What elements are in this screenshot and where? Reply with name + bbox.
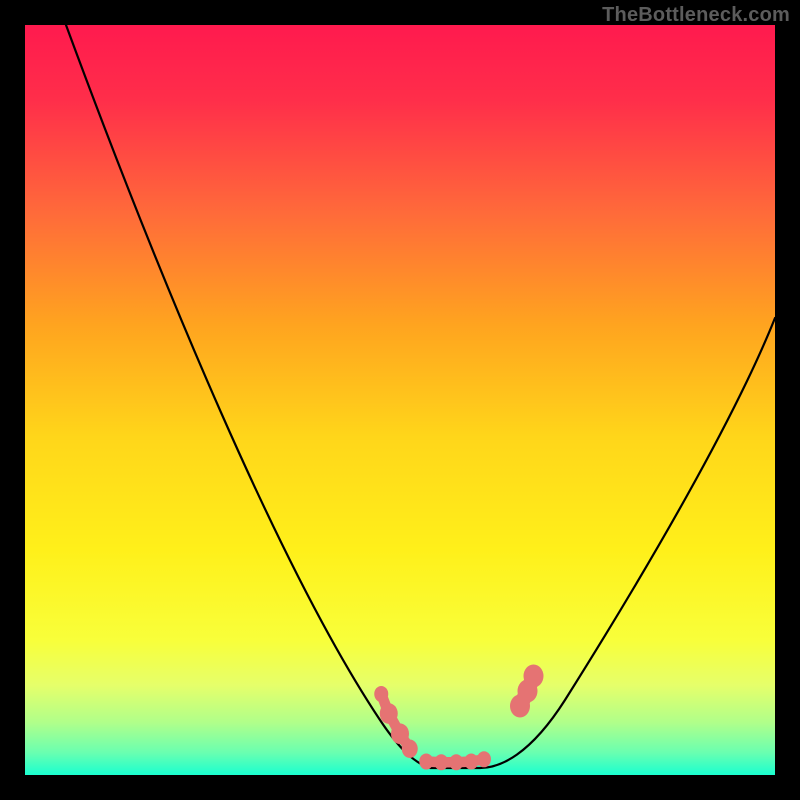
- marker-point: [524, 665, 544, 688]
- watermark-text: TheBottleneck.com: [602, 4, 790, 27]
- marker-point: [477, 751, 491, 767]
- chart-canvas: [0, 0, 800, 800]
- plot-area: [25, 25, 775, 775]
- marker-point: [449, 754, 463, 770]
- marker-point: [464, 753, 478, 769]
- marker-point: [434, 754, 448, 770]
- marker-point: [380, 703, 398, 724]
- marker-point: [374, 686, 388, 702]
- marker-point: [419, 753, 433, 769]
- bottleneck-chart: TheBottleneck.com: [0, 0, 800, 800]
- marker-point: [402, 740, 418, 758]
